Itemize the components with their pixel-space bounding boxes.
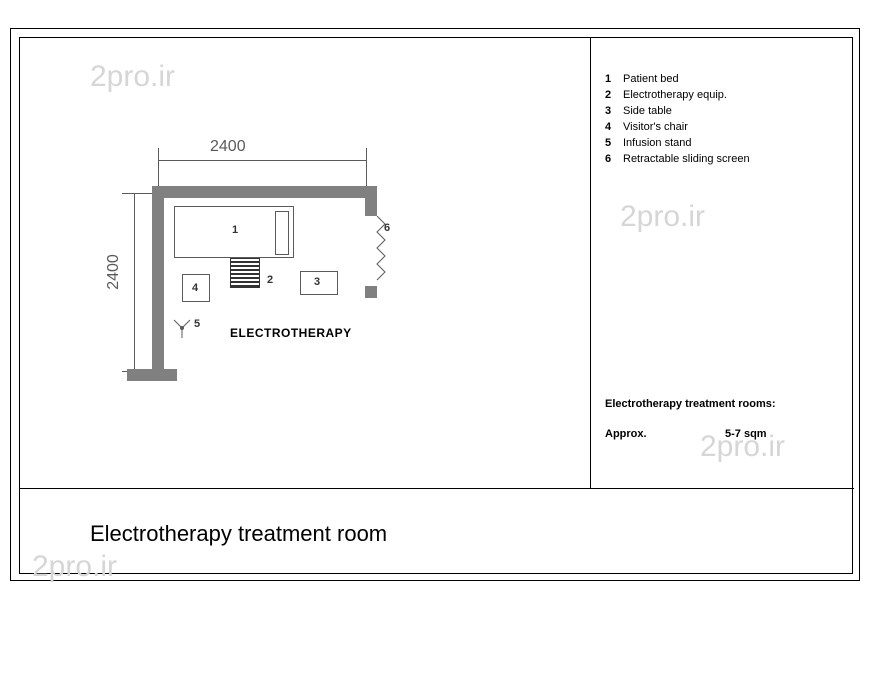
panel-divider (590, 38, 591, 488)
legend-num: 2 (605, 89, 623, 101)
legend-item: 4 Visitor's chair (605, 121, 845, 133)
legend-label: Side table (623, 105, 845, 117)
wall (127, 369, 177, 381)
wall (152, 186, 377, 198)
wall (365, 286, 377, 298)
wall (152, 186, 164, 381)
info-heading: Electrotherapy treatment rooms: (605, 398, 845, 410)
info-panel: Electrotherapy treatment rooms: Approx. … (605, 398, 845, 440)
info-value: 5-7 sqm (725, 428, 767, 440)
callout: 3 (314, 276, 320, 288)
title-section: Electrotherapy treatment room (20, 488, 854, 575)
legend-label: Retractable sliding screen (623, 153, 845, 165)
dimension-height: 2400 (105, 254, 123, 290)
outer-frame: 1 Patient bed 2 Electrotherapy equip. 3 … (10, 28, 860, 581)
legend-item: 5 Infusion stand (605, 137, 845, 149)
callout: 4 (192, 282, 198, 294)
legend-num: 1 (605, 73, 623, 85)
info-row: Approx. 5-7 sqm (605, 428, 845, 440)
electrotherapy-equip (230, 258, 260, 288)
legend-num: 4 (605, 121, 623, 133)
infusion-stand-icon (170, 316, 194, 340)
legend-num: 6 (605, 153, 623, 165)
legend-label: Visitor's chair (623, 121, 845, 133)
callout: 2 (267, 274, 273, 286)
legend-panel: 1 Patient bed 2 Electrotherapy equip. 3 … (605, 73, 845, 169)
legend-num: 5 (605, 137, 623, 149)
legend-item: 3 Side table (605, 105, 845, 117)
legend-item: 1 Patient bed (605, 73, 845, 85)
callout: 1 (232, 224, 238, 236)
callout: 5 (194, 318, 200, 330)
bed-pillow (275, 211, 289, 255)
legend-label: Patient bed (623, 73, 845, 85)
legend-num: 3 (605, 105, 623, 117)
callout: 6 (384, 222, 390, 234)
info-label: Approx. (605, 428, 725, 440)
legend-label: Electrotherapy equip. (623, 89, 845, 101)
legend-label: Infusion stand (623, 137, 845, 149)
dim-line (134, 193, 135, 371)
floorplan: 2400 2400 (140, 138, 460, 428)
dim-line (158, 160, 366, 161)
drawing-title: Electrotherapy treatment room (90, 521, 387, 547)
room-label: ELECTROTHERAPY (230, 326, 352, 340)
legend-item: 6 Retractable sliding screen (605, 153, 845, 165)
wall (365, 186, 377, 216)
inner-frame: 1 Patient bed 2 Electrotherapy equip. 3 … (19, 37, 853, 574)
legend-item: 2 Electrotherapy equip. (605, 89, 845, 101)
dimension-width: 2400 (210, 138, 246, 156)
